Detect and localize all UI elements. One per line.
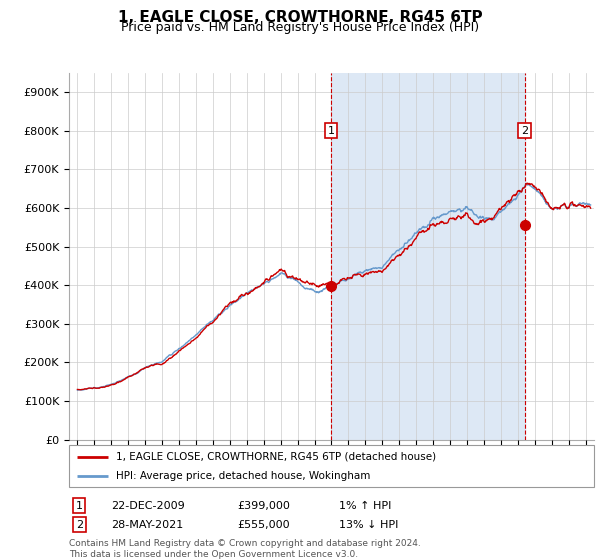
Text: HPI: Average price, detached house, Wokingham: HPI: Average price, detached house, Woki… [116,471,371,481]
Bar [331,73,525,440]
Text: 22-DEC-2009: 22-DEC-2009 [111,501,185,511]
Text: 2: 2 [521,125,528,136]
Text: 1% ↑ HPI: 1% ↑ HPI [339,501,391,511]
Text: 1: 1 [76,501,83,511]
Text: 2: 2 [76,520,83,530]
Text: 1: 1 [328,125,334,136]
Text: 28-MAY-2021: 28-MAY-2021 [111,520,183,530]
Text: 1, EAGLE CLOSE, CROWTHORNE, RG45 6TP: 1, EAGLE CLOSE, CROWTHORNE, RG45 6TP [118,10,482,25]
Text: Price paid vs. HM Land Registry's House Price Index (HPI): Price paid vs. HM Land Registry's House … [121,21,479,34]
Text: 13% ↓ HPI: 13% ↓ HPI [339,520,398,530]
Text: Contains HM Land Registry data © Crown copyright and database right 2024.
This d: Contains HM Land Registry data © Crown c… [69,539,421,559]
Text: £399,000: £399,000 [237,501,290,511]
FancyBboxPatch shape [69,445,594,487]
Text: 1, EAGLE CLOSE, CROWTHORNE, RG45 6TP (detached house): 1, EAGLE CLOSE, CROWTHORNE, RG45 6TP (de… [116,451,436,461]
Text: £555,000: £555,000 [237,520,290,530]
